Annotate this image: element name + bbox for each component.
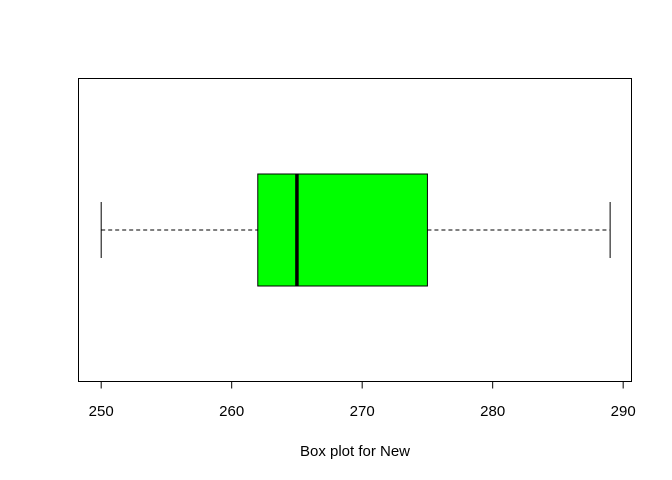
box-plot-marks	[100, 173, 611, 287]
interquartile-box	[257, 173, 428, 287]
x-tick-label: 260	[219, 403, 244, 420]
x-axis-title: Box plot for New	[300, 443, 410, 460]
x-tick-label: 280	[480, 403, 505, 420]
x-tick-label: 250	[89, 403, 114, 420]
x-axis-ticks: 250 260 270 280 290	[89, 381, 636, 420]
x-tick-label: 270	[350, 403, 375, 420]
x-tick-label: 290	[611, 403, 636, 420]
